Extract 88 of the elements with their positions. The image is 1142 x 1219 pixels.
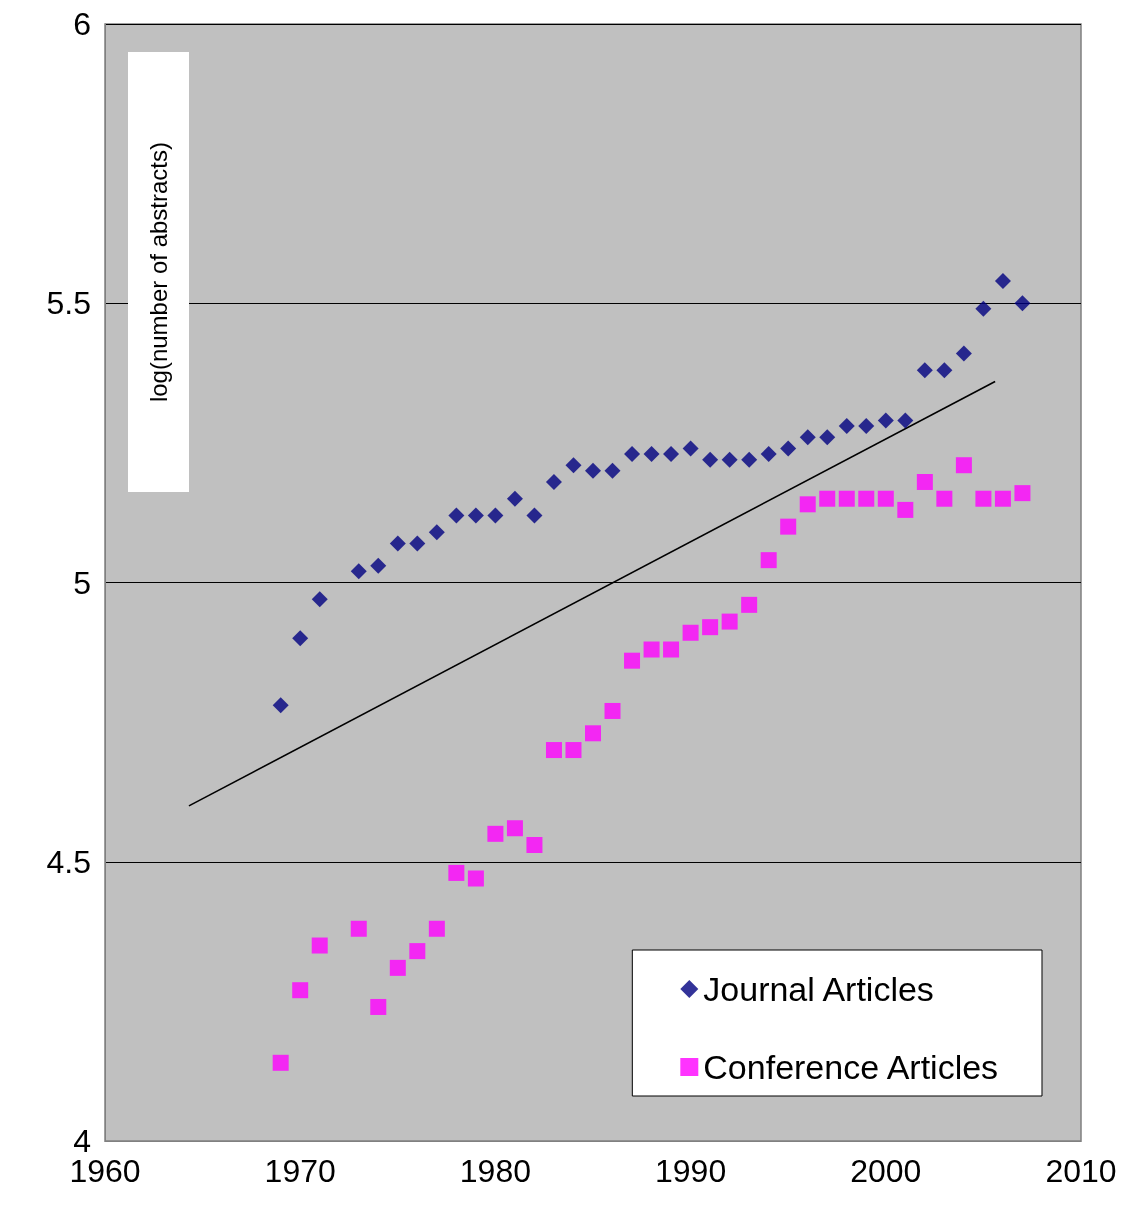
y-tick-label: 5.5	[46, 285, 91, 322]
point	[409, 535, 426, 552]
point	[604, 702, 621, 719]
point	[897, 501, 914, 518]
y-tick-label: 5	[73, 564, 91, 601]
point	[936, 490, 953, 507]
point	[526, 507, 543, 524]
point	[467, 870, 484, 887]
point	[858, 418, 875, 435]
point	[916, 473, 933, 490]
x-tick-label: 1990	[655, 1153, 727, 1189]
point	[370, 998, 387, 1015]
point	[682, 440, 699, 457]
point	[545, 473, 562, 490]
point	[350, 920, 367, 937]
point	[428, 920, 445, 937]
legend-label: Conference Articles	[703, 1048, 999, 1086]
point	[975, 300, 992, 317]
point	[741, 596, 758, 613]
point	[565, 742, 582, 759]
point	[819, 490, 836, 507]
point	[780, 440, 797, 457]
point	[955, 345, 972, 362]
point	[760, 552, 777, 569]
x-tick-label: 1980	[459, 1153, 531, 1189]
point	[585, 725, 601, 742]
y-tick-label: 6	[73, 6, 91, 42]
point	[585, 462, 601, 479]
point	[799, 496, 816, 513]
point	[877, 412, 894, 429]
point	[370, 557, 387, 574]
legend-label: Journal Articles	[703, 970, 934, 1008]
point	[311, 591, 328, 608]
point	[272, 1054, 289, 1071]
point	[663, 641, 680, 658]
point	[955, 457, 972, 474]
point	[702, 619, 719, 636]
point	[487, 825, 504, 842]
point	[1014, 295, 1031, 312]
point	[838, 490, 855, 507]
x-tick-label: 1970	[264, 1153, 336, 1189]
point	[819, 429, 836, 446]
point	[877, 490, 894, 507]
x-tick-label: 2000	[850, 1153, 922, 1189]
point	[545, 742, 562, 759]
point	[799, 429, 816, 446]
point	[838, 418, 855, 435]
point	[682, 624, 699, 641]
point	[916, 362, 933, 379]
point	[467, 507, 484, 524]
point	[409, 943, 426, 960]
point	[975, 490, 992, 507]
point	[292, 630, 309, 647]
point	[858, 490, 875, 507]
point	[624, 446, 641, 463]
point	[1014, 485, 1031, 502]
point	[994, 272, 1011, 289]
point	[428, 524, 445, 541]
point	[565, 457, 582, 474]
point	[741, 451, 758, 468]
point	[506, 490, 523, 507]
point	[350, 563, 367, 580]
point	[663, 446, 680, 463]
point	[643, 446, 660, 463]
point	[448, 507, 465, 524]
point	[994, 490, 1011, 507]
point	[292, 982, 309, 999]
y-tick-label: 4.5	[46, 843, 91, 880]
point	[897, 412, 914, 429]
point	[487, 507, 504, 524]
point	[721, 451, 738, 468]
point	[448, 864, 465, 881]
point	[624, 652, 641, 669]
point	[311, 937, 328, 954]
x-tick-label: 2010	[1045, 1153, 1117, 1189]
point	[389, 959, 406, 976]
point	[604, 462, 621, 479]
point	[526, 836, 543, 853]
point	[936, 362, 953, 379]
point	[702, 451, 719, 468]
point	[760, 446, 777, 463]
point	[721, 613, 738, 630]
point	[389, 535, 406, 552]
point	[506, 820, 523, 837]
y-axis-title: log(number of abstracts)	[144, 141, 173, 403]
point	[643, 641, 660, 658]
point	[780, 518, 797, 535]
point	[272, 697, 289, 714]
